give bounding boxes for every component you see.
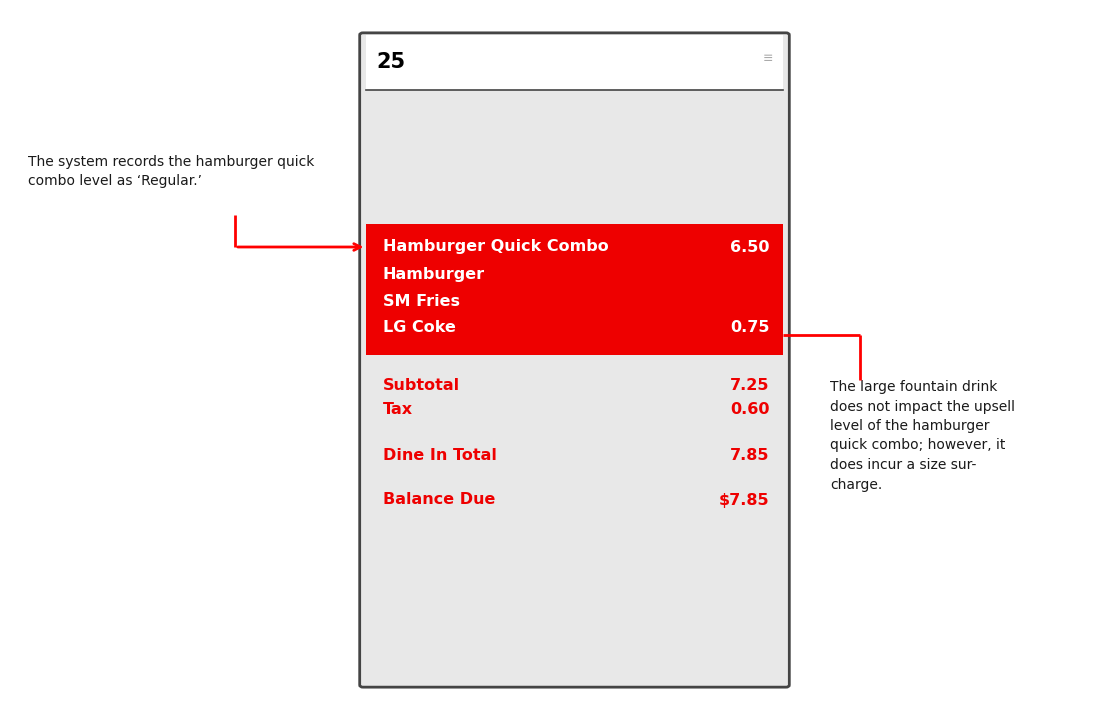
Text: LG Coke: LG Coke (383, 320, 456, 335)
Text: Hamburger Quick Combo: Hamburger Quick Combo (383, 240, 608, 254)
Text: ≡: ≡ (762, 52, 773, 65)
Text: 7.85: 7.85 (730, 447, 769, 462)
Text: Hamburger: Hamburger (383, 266, 485, 281)
Bar (367, 35, 783, 90)
Text: Tax: Tax (383, 403, 413, 417)
Text: Balance Due: Balance Due (383, 493, 496, 508)
Text: Subtotal: Subtotal (383, 378, 460, 393)
Text: 25: 25 (376, 52, 405, 73)
Text: 0.60: 0.60 (730, 403, 769, 417)
Text: $7.85: $7.85 (719, 493, 769, 508)
Bar (367, 224, 783, 355)
Text: The system records the hamburger quick
combo level as ‘Regular.’: The system records the hamburger quick c… (28, 155, 315, 189)
Text: Dine In Total: Dine In Total (383, 447, 497, 462)
Text: SM Fries: SM Fries (383, 294, 460, 309)
Text: The large fountain drink
does not impact the upsell
level of the hamburger
quick: The large fountain drink does not impact… (830, 380, 1015, 492)
Text: 6.50: 6.50 (730, 240, 769, 254)
Text: 7.25: 7.25 (730, 378, 769, 393)
Text: 0.75: 0.75 (730, 320, 769, 335)
FancyBboxPatch shape (360, 33, 789, 687)
